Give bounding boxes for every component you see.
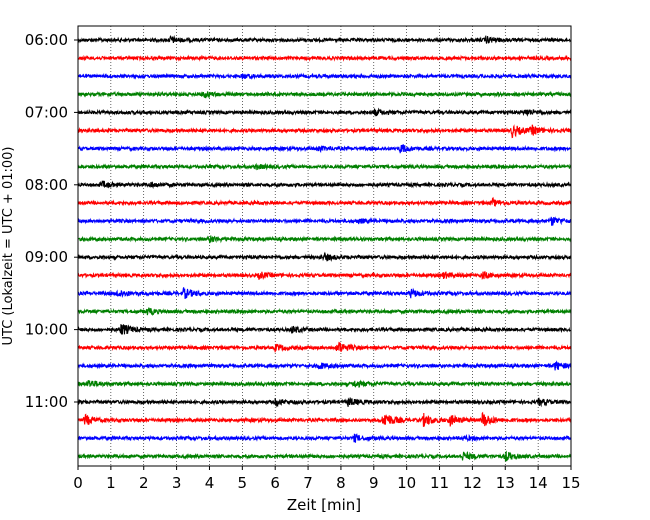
x-tick-label: 9 [369, 474, 379, 492]
x-tick-label: 0 [73, 474, 83, 492]
x-tick-label: 3 [172, 474, 182, 492]
x-tick-label: 5 [238, 474, 248, 492]
trace-1100 [77, 397, 572, 408]
x-tick-label: 6 [270, 474, 280, 492]
x-tick-label: 14 [529, 474, 548, 492]
trace-1030 [77, 360, 572, 371]
x-tick-label: 13 [496, 474, 515, 492]
trace-0600 [77, 34, 572, 44]
x-tick-label: 8 [336, 474, 346, 492]
trace-0930 [77, 287, 572, 299]
x-tick-label: 7 [303, 474, 313, 492]
x-axis: 0 1 2 3 4 5 6 7 8 9 10 11 12 13 14 15 [73, 466, 581, 492]
y-axis-label: UTC (Lokalzeit = UTC + 01:00) [1, 147, 16, 346]
trace-1000 [77, 324, 572, 335]
trace-0830 [77, 216, 572, 226]
trace-1130 [77, 432, 572, 444]
trace-1015 [77, 341, 572, 353]
x-tick-label: 15 [561, 474, 580, 492]
trace-0630 [77, 72, 572, 80]
x-tick-label: 1 [106, 474, 116, 492]
y-tick-label: 07:00 [25, 103, 68, 121]
trace-0715 [77, 124, 572, 139]
trace-0745 [77, 162, 572, 171]
trace-0800 [77, 180, 572, 190]
vertical-grid [110, 26, 539, 466]
trace-0730 [77, 144, 572, 154]
y-tick-label: 08:00 [25, 176, 68, 194]
y-tick-label: 06:00 [25, 31, 68, 49]
trace-0845 [77, 235, 572, 244]
trace-1145 [77, 450, 572, 462]
trace-0815 [77, 196, 572, 207]
y-axis: 06:00 07:00 08:00 09:00 10:00 11:00 [25, 31, 78, 411]
x-tick-label: 11 [430, 474, 449, 492]
trace-1115 [77, 411, 572, 427]
y-tick-label: 09:00 [25, 248, 68, 266]
trace-0615 [77, 54, 572, 62]
trace-0900 [77, 251, 572, 262]
trace-0945 [77, 307, 572, 317]
y-tick-label: 11:00 [25, 393, 68, 411]
x-tick-label: 10 [397, 474, 416, 492]
trace-0915 [77, 270, 572, 281]
plot-frame [77, 25, 572, 467]
x-tick-label: 4 [205, 474, 215, 492]
trace-1045 [77, 379, 572, 388]
x-tick-label: 12 [463, 474, 482, 492]
seismogram-traces [77, 34, 572, 462]
y-tick-label: 10:00 [25, 321, 68, 339]
x-tick-label: 2 [139, 474, 149, 492]
x-axis-label: Zeit [min] [287, 496, 361, 514]
trace-0700 [77, 107, 572, 117]
trace-0645 [77, 90, 572, 100]
